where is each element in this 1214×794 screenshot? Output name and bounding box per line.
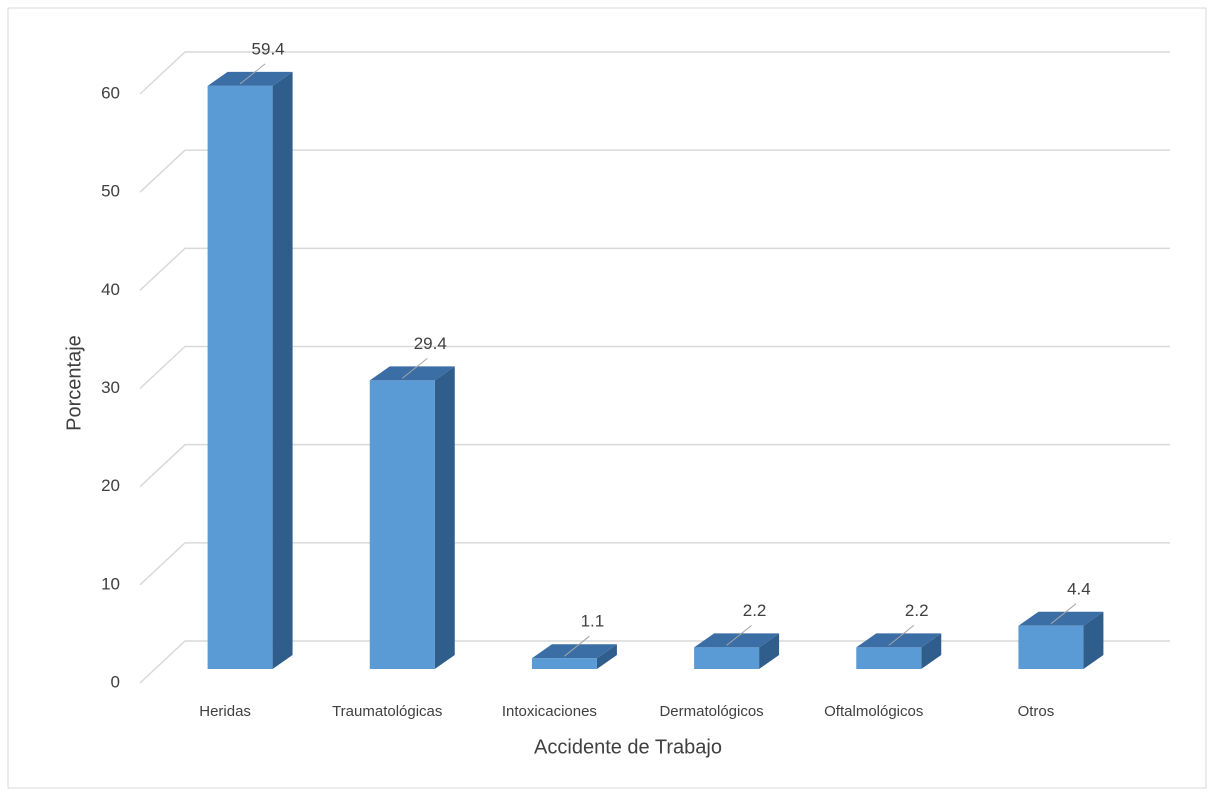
- bar: [856, 647, 922, 669]
- y-tick-label: 60: [101, 83, 120, 102]
- x-tick-label: Oftalmológicos: [824, 703, 923, 720]
- x-tick-label: Intoxicaciones: [502, 703, 597, 720]
- value-label: 29.4: [414, 334, 447, 353]
- leader-line: [239, 63, 266, 85]
- x-tick-label: Traumatológicas: [332, 703, 442, 720]
- x-tick-label: Otros: [1018, 703, 1055, 720]
- grid-line: [139, 443, 1170, 488]
- grid-line: [139, 51, 1170, 95]
- bar: [207, 85, 273, 669]
- y-tick-label: 50: [101, 182, 120, 201]
- chart-frame: [7, 7, 1207, 789]
- x-tick-label: Heridas: [199, 703, 251, 720]
- leader-line: [1050, 603, 1077, 625]
- bar: [694, 647, 760, 669]
- grid-line: [139, 640, 1170, 684]
- value-label: 1.1: [581, 612, 605, 631]
- value-label: 4.4: [1067, 579, 1091, 598]
- x-tick-label: Dermatológicos: [659, 703, 763, 720]
- value-label: 2.2: [905, 601, 929, 620]
- bar-side: [921, 633, 942, 669]
- grid-line: [139, 345, 1170, 390]
- bar-side: [759, 633, 780, 669]
- bar-side: [1083, 611, 1104, 669]
- value-label: 59.4: [252, 39, 285, 58]
- x-axis-title: Accidente de Trabajo: [534, 736, 722, 758]
- y-axis-title: Porcentaje: [63, 335, 85, 431]
- bar-top: [207, 71, 293, 86]
- grid-line: [139, 149, 1170, 193]
- leader-line: [401, 357, 428, 379]
- grid-line: [139, 247, 1170, 291]
- bar-top: [856, 633, 942, 648]
- bar: [531, 658, 597, 669]
- bar-top: [369, 366, 455, 381]
- y-tick-label: 20: [101, 476, 120, 495]
- y-tick-label: 0: [111, 672, 120, 691]
- bar-side: [596, 644, 617, 669]
- bar: [1018, 625, 1084, 669]
- bar-top: [694, 633, 780, 648]
- y-tick-label: 30: [101, 378, 120, 397]
- grid-line: [139, 542, 1170, 586]
- leader-line: [726, 625, 752, 646]
- y-tick-label: 10: [101, 574, 120, 593]
- bar: [369, 380, 435, 669]
- bar-side: [434, 366, 455, 669]
- leader-line: [564, 635, 590, 657]
- value-label: 2.2: [743, 601, 767, 620]
- y-tick-label: 40: [101, 280, 120, 299]
- bar-top: [1018, 611, 1104, 626]
- bar-top: [531, 644, 617, 659]
- bar-side: [272, 71, 293, 669]
- leader-line: [888, 625, 915, 646]
